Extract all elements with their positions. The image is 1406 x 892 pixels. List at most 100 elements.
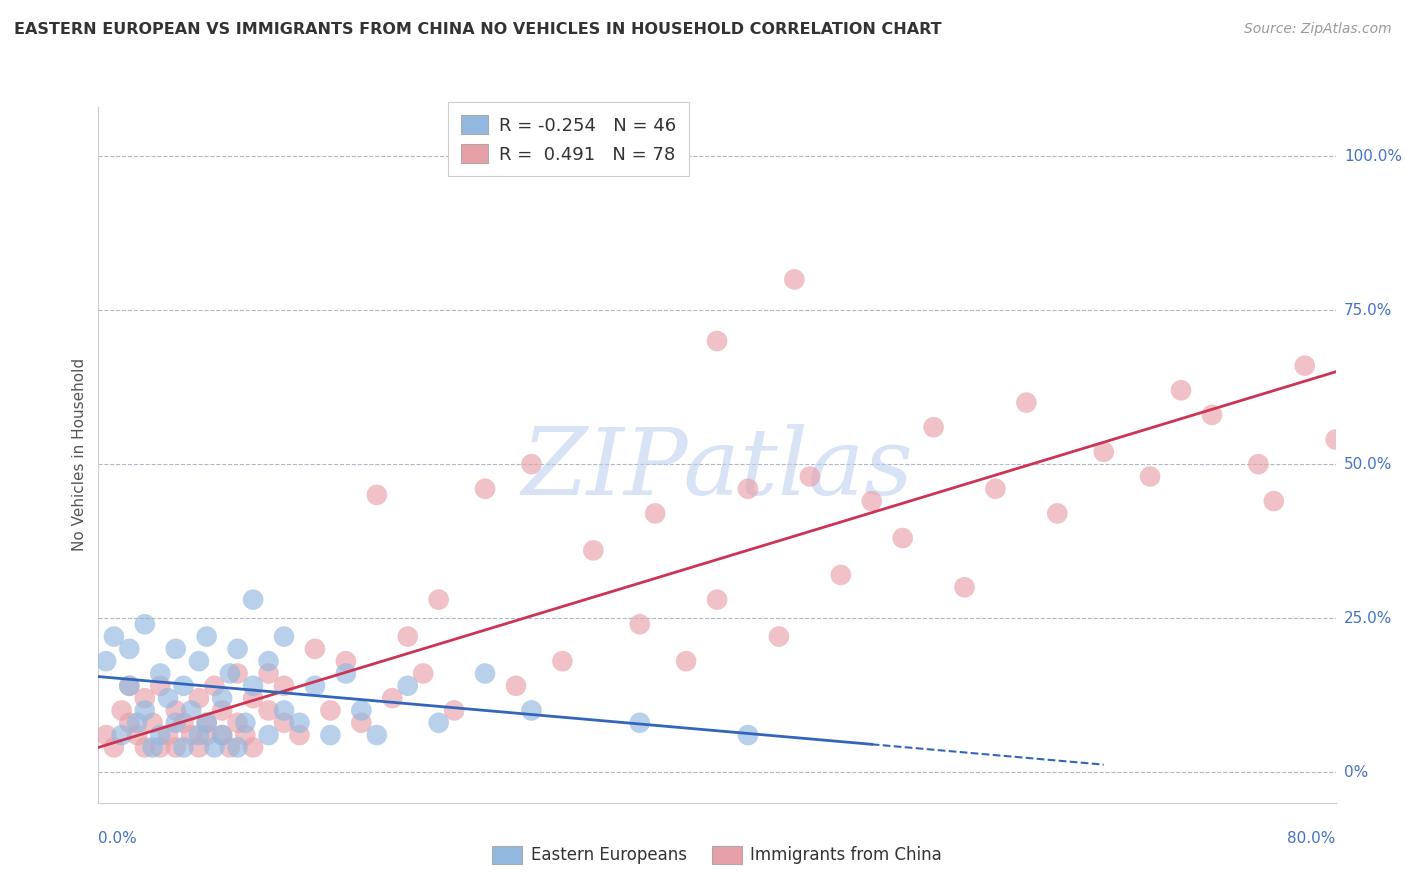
Point xyxy=(195,715,218,730)
Point xyxy=(474,666,496,681)
Point xyxy=(195,728,218,742)
Point xyxy=(204,679,226,693)
Text: 25.0%: 25.0% xyxy=(1344,611,1392,625)
Point xyxy=(257,666,280,681)
Point xyxy=(737,728,759,742)
Point xyxy=(172,679,194,693)
Point xyxy=(505,679,527,693)
Point xyxy=(233,728,257,742)
Point xyxy=(706,592,728,607)
Point xyxy=(520,457,543,471)
Text: ZIPatlas: ZIPatlas xyxy=(522,424,912,514)
Text: 80.0%: 80.0% xyxy=(1288,830,1336,846)
Point xyxy=(582,543,605,558)
Point xyxy=(1201,408,1223,422)
Point xyxy=(551,654,574,668)
Point xyxy=(188,691,211,706)
Point xyxy=(103,740,125,755)
Point xyxy=(1324,433,1347,447)
Point xyxy=(273,703,295,717)
Point xyxy=(134,740,156,755)
Text: 100.0%: 100.0% xyxy=(1344,149,1402,164)
Point xyxy=(172,715,194,730)
Point xyxy=(118,641,141,656)
Point xyxy=(188,728,211,742)
Point xyxy=(226,715,249,730)
Point xyxy=(257,654,280,668)
Text: EASTERN EUROPEAN VS IMMIGRANTS FROM CHINA NO VEHICLES IN HOUSEHOLD CORRELATION C: EASTERN EUROPEAN VS IMMIGRANTS FROM CHIN… xyxy=(14,22,942,37)
Point xyxy=(304,679,326,693)
Point xyxy=(427,592,450,607)
Point xyxy=(242,592,264,607)
Point xyxy=(1170,384,1192,398)
Point xyxy=(860,494,883,508)
Point xyxy=(257,703,280,717)
Point xyxy=(443,703,465,717)
Point xyxy=(953,580,976,594)
Point xyxy=(1139,469,1161,483)
Point xyxy=(134,703,156,717)
Point xyxy=(768,630,790,644)
Point xyxy=(149,679,172,693)
Text: Source: ZipAtlas.com: Source: ZipAtlas.com xyxy=(1244,22,1392,37)
Point xyxy=(1263,494,1285,508)
Point xyxy=(644,507,666,521)
Point xyxy=(366,728,388,742)
Point xyxy=(737,482,759,496)
Point xyxy=(1092,445,1115,459)
Point xyxy=(273,679,295,693)
Point xyxy=(288,728,311,742)
Point xyxy=(211,703,233,717)
Point xyxy=(628,715,651,730)
Point xyxy=(165,715,187,730)
Point xyxy=(1386,408,1406,422)
Point xyxy=(149,728,172,742)
Point xyxy=(520,703,543,717)
Point xyxy=(335,666,357,681)
Point xyxy=(233,715,257,730)
Point xyxy=(226,666,249,681)
Point xyxy=(180,728,202,742)
Text: 75.0%: 75.0% xyxy=(1344,302,1392,318)
Point xyxy=(1015,395,1038,409)
Point xyxy=(335,654,357,668)
Point xyxy=(381,691,404,706)
Point xyxy=(134,617,156,632)
Point xyxy=(830,568,852,582)
Point xyxy=(157,728,180,742)
Point xyxy=(474,482,496,496)
Point xyxy=(188,654,211,668)
Point xyxy=(118,679,141,693)
Point xyxy=(783,272,806,286)
Point xyxy=(127,715,149,730)
Point xyxy=(226,740,249,755)
Point xyxy=(1247,457,1270,471)
Point xyxy=(226,641,249,656)
Point xyxy=(891,531,914,545)
Point xyxy=(134,691,156,706)
Y-axis label: No Vehicles in Household: No Vehicles in Household xyxy=(72,359,87,551)
Point xyxy=(165,641,187,656)
Point xyxy=(1046,507,1069,521)
Point xyxy=(188,740,211,755)
Point xyxy=(96,728,118,742)
Point xyxy=(242,679,264,693)
Point xyxy=(211,728,233,742)
Point xyxy=(118,715,141,730)
Point xyxy=(412,666,434,681)
Point xyxy=(675,654,697,668)
Point xyxy=(204,740,226,755)
Text: 0.0%: 0.0% xyxy=(98,830,138,846)
Point xyxy=(799,469,821,483)
Point xyxy=(1294,359,1316,373)
Point xyxy=(172,740,194,755)
Point xyxy=(984,482,1007,496)
Point xyxy=(149,666,172,681)
Point xyxy=(149,740,172,755)
Text: 0%: 0% xyxy=(1344,764,1368,780)
Point xyxy=(273,630,295,644)
Point xyxy=(319,728,342,742)
Text: 50.0%: 50.0% xyxy=(1344,457,1392,472)
Point xyxy=(242,740,264,755)
Point xyxy=(141,715,165,730)
